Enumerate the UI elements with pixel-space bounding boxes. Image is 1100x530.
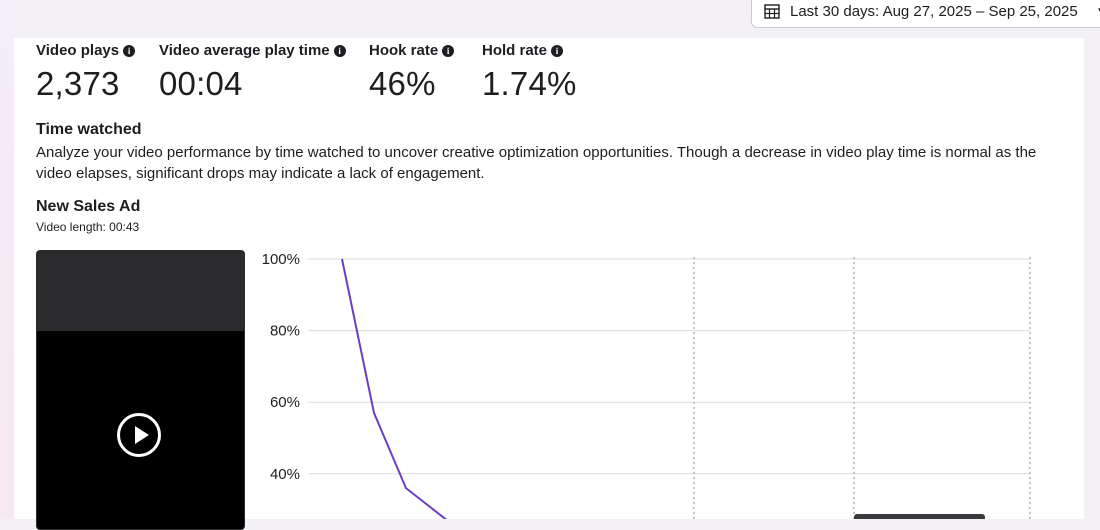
metric-label: Hold rate: [482, 42, 548, 59]
metric-value: 46%: [369, 65, 436, 102]
info-icon[interactable]: i: [123, 44, 136, 57]
metric-value: 1.74%: [482, 65, 577, 102]
play-icon[interactable]: [117, 413, 161, 457]
metric-label: Video average play time: [159, 42, 330, 59]
info-icon[interactable]: i: [442, 44, 455, 57]
ad-title: New Sales Ad: [36, 198, 141, 215]
video-preview[interactable]: [36, 250, 245, 530]
chart-tooltip: [854, 514, 985, 519]
y-tick-label: 100%: [262, 251, 300, 268]
chart-svg: 100% 80% 60% 40%: [262, 251, 1031, 530]
metric-label: Video plays: [36, 42, 120, 59]
metric-value: 00:04: [159, 65, 243, 102]
section-description: Analyze your video performance by time w…: [36, 144, 1037, 182]
retention-series-line: [341, 258, 462, 530]
y-tick-label: 40%: [270, 466, 300, 483]
chevron-down-icon: ▼: [1096, 6, 1100, 17]
metric-video-plays: Video plays i 2,373: [36, 42, 136, 103]
video-length: Video length: 00:43: [36, 220, 140, 234]
section-title: Time watched: [36, 121, 142, 138]
retention-chart: 100% 80% 60% 40%: [250, 245, 1040, 530]
date-range-picker[interactable]: Last 30 days: Aug 27, 2025 – Sep 25, 202…: [751, 0, 1100, 28]
info-icon[interactable]: i: [551, 44, 564, 57]
y-tick-label: 80%: [270, 323, 300, 340]
metric-value: 2,373: [36, 65, 120, 102]
metric-hold-rate: Hold rate i 1.74%: [482, 42, 577, 103]
scroll-area[interactable]: [1084, 0, 1100, 519]
info-icon[interactable]: i: [333, 44, 346, 57]
metric-hook-rate: Hook rate i 46%: [369, 42, 455, 103]
metric-average-play-time: Video average play time i 00:04: [159, 42, 346, 103]
calendar-icon: [764, 3, 780, 19]
left-edge: [0, 0, 14, 519]
y-tick-label: 60%: [270, 394, 300, 411]
metric-label: Hook rate: [369, 42, 439, 59]
date-range-label: Last 30 days: Aug 27, 2025 – Sep 25, 202…: [790, 2, 1078, 20]
video-frame-band: [37, 251, 244, 331]
